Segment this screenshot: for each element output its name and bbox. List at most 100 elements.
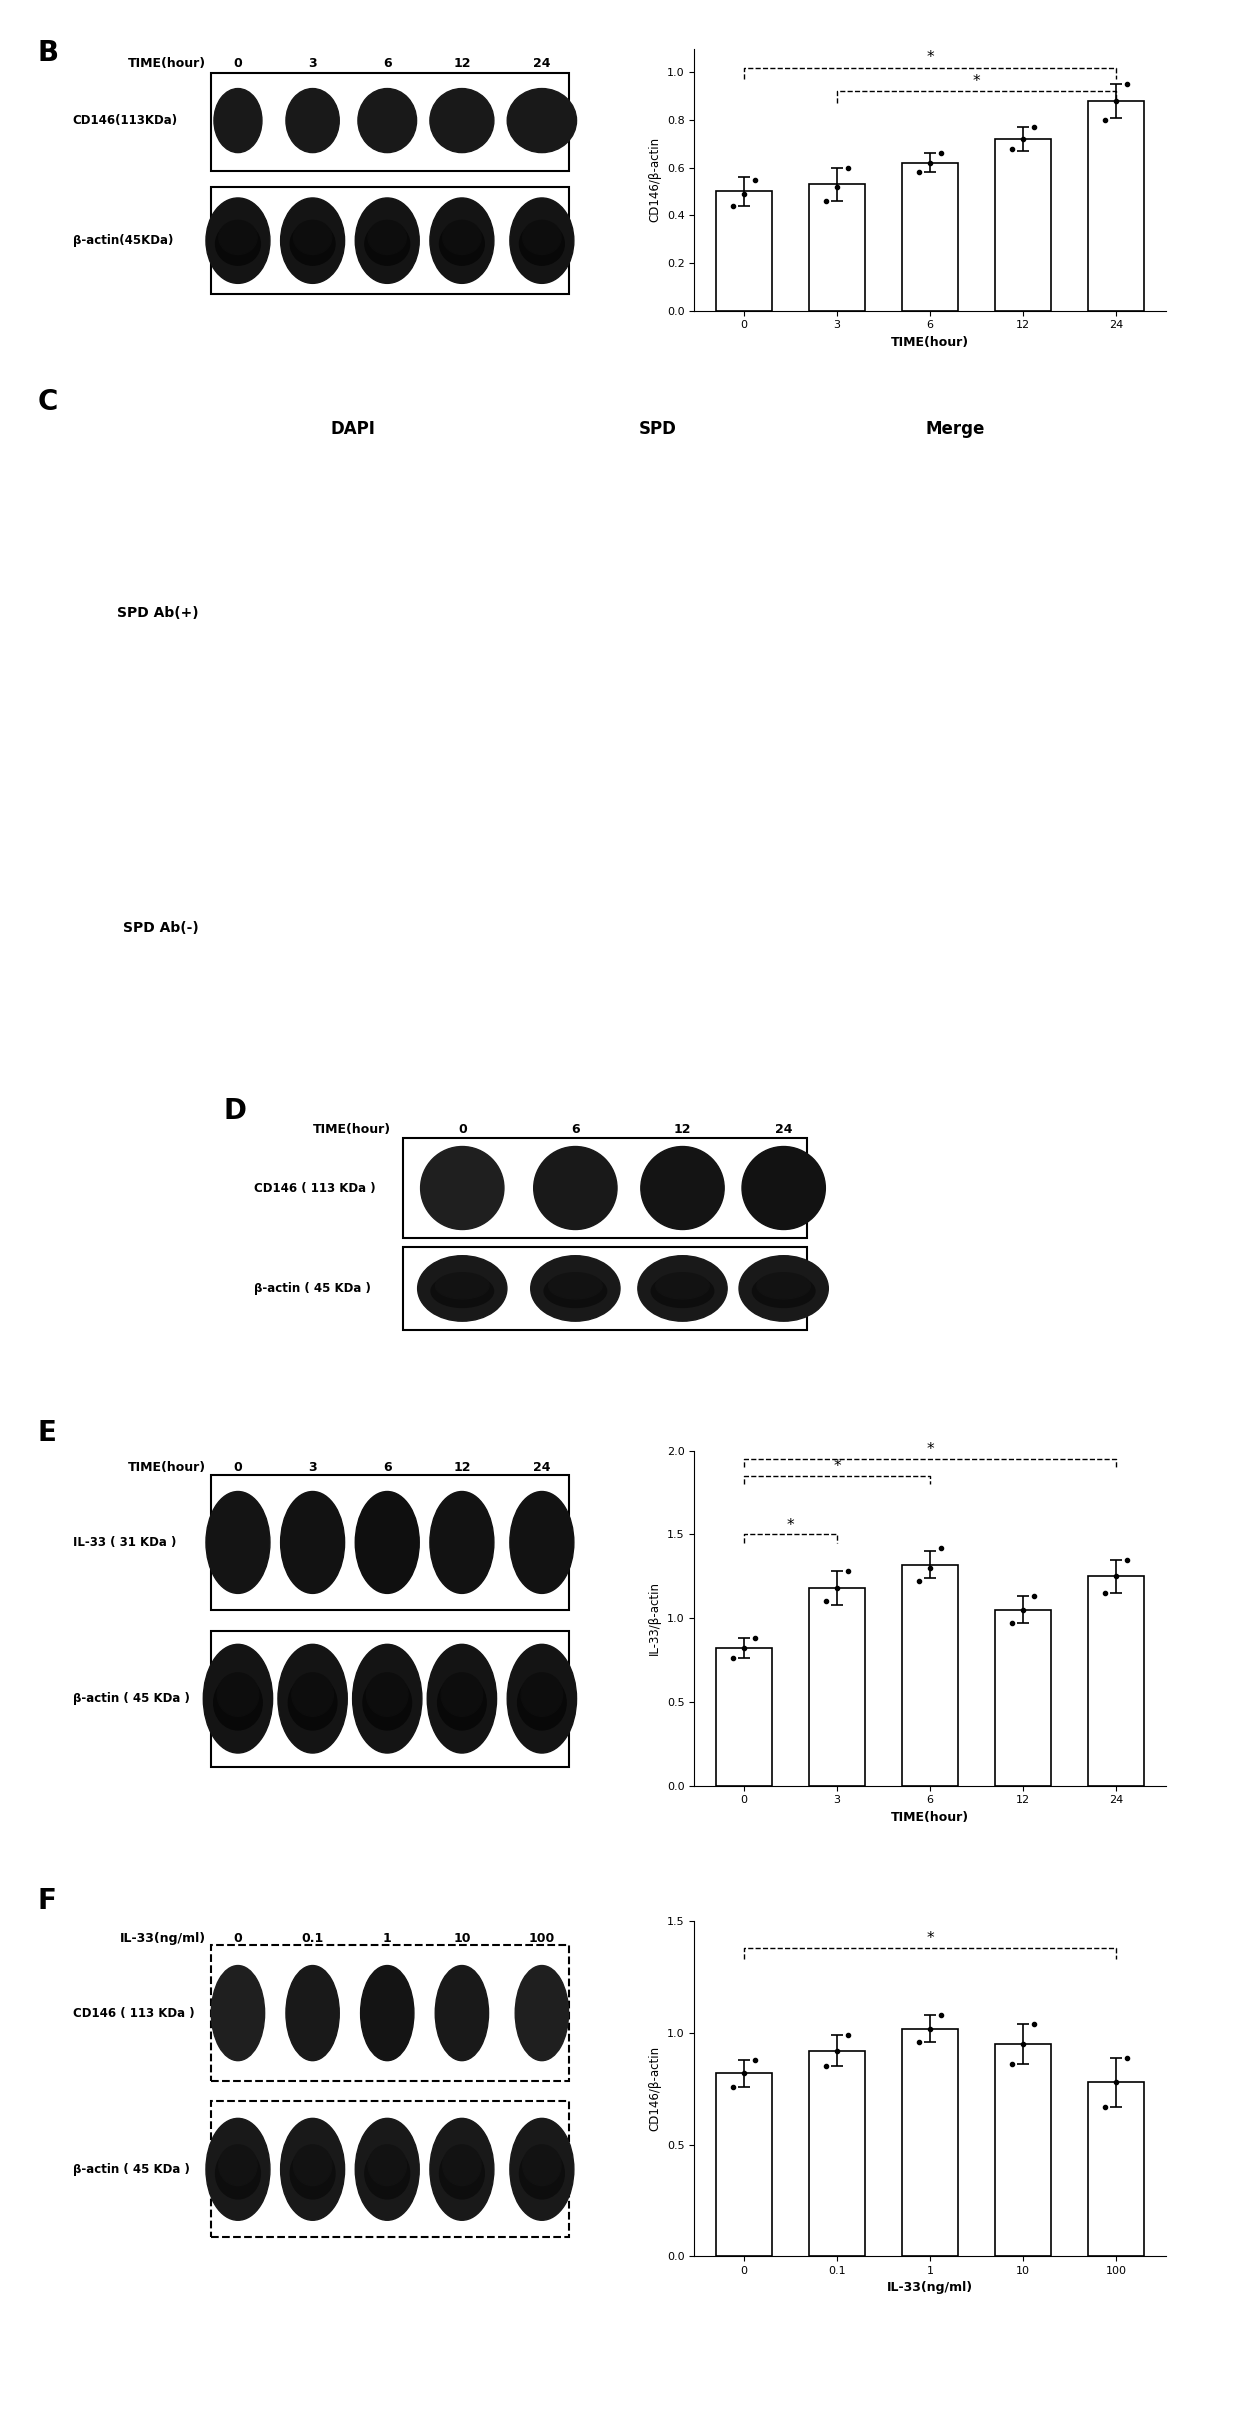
Text: 6: 6: [383, 56, 392, 70]
FancyBboxPatch shape: [211, 1630, 568, 1766]
Ellipse shape: [206, 2118, 270, 2220]
Ellipse shape: [355, 199, 419, 284]
Ellipse shape: [544, 1274, 606, 1308]
Ellipse shape: [280, 1492, 345, 1594]
Bar: [715, 2074, 771, 2256]
Text: 6: 6: [383, 1460, 392, 1475]
Ellipse shape: [435, 1965, 489, 2060]
Y-axis label: CD146/β-actin: CD146/β-actin: [649, 2045, 661, 2132]
Ellipse shape: [438, 1676, 486, 1730]
Text: 0.1: 0.1: [301, 1931, 324, 1946]
FancyBboxPatch shape: [211, 187, 568, 294]
Text: 0: 0: [233, 1460, 242, 1475]
Ellipse shape: [521, 1674, 563, 1715]
Ellipse shape: [651, 1274, 714, 1308]
Text: 0: 0: [233, 1931, 242, 1946]
Text: *: *: [786, 1519, 794, 1533]
Ellipse shape: [443, 2145, 481, 2186]
Bar: [715, 1647, 771, 1786]
Ellipse shape: [365, 2147, 409, 2198]
Ellipse shape: [363, 1676, 412, 1730]
Text: *: *: [833, 1458, 841, 1475]
Ellipse shape: [358, 87, 417, 153]
Ellipse shape: [435, 1274, 489, 1298]
Ellipse shape: [430, 199, 494, 284]
Text: *: *: [926, 1443, 934, 1458]
Bar: [1089, 102, 1145, 311]
Text: 24: 24: [533, 56, 551, 70]
Text: *: *: [972, 75, 981, 90]
Ellipse shape: [211, 1965, 264, 2060]
Text: 12: 12: [453, 56, 471, 70]
Ellipse shape: [206, 199, 270, 284]
FancyBboxPatch shape: [211, 1475, 568, 1611]
Text: IL-33 ( 31 KDa ): IL-33 ( 31 KDa ): [73, 1536, 176, 1548]
Text: IL-33(ng/ml): IL-33(ng/ml): [120, 1931, 206, 1946]
X-axis label: IL-33(ng/ml): IL-33(ng/ml): [887, 2280, 973, 2295]
Ellipse shape: [531, 1257, 620, 1322]
Text: F: F: [37, 1887, 56, 1917]
Ellipse shape: [368, 2145, 407, 2186]
Ellipse shape: [439, 2147, 485, 2198]
Bar: [901, 163, 959, 311]
Text: 24: 24: [775, 1123, 792, 1135]
X-axis label: TIME(hour): TIME(hour): [890, 335, 970, 349]
Y-axis label: CD146/β-actin: CD146/β-actin: [649, 136, 661, 223]
Bar: [996, 138, 1052, 311]
Text: β-actin ( 45 KDa ): β-actin ( 45 KDa ): [73, 1693, 190, 1705]
Text: β-actin ( 45 KDa ): β-actin ( 45 KDa ): [73, 2164, 190, 2176]
Ellipse shape: [523, 2145, 560, 2186]
Text: C: C: [37, 388, 57, 417]
Ellipse shape: [352, 1645, 422, 1754]
X-axis label: TIME(hour): TIME(hour): [890, 1810, 970, 1824]
Ellipse shape: [510, 199, 574, 284]
Text: *: *: [926, 51, 934, 66]
Ellipse shape: [216, 2147, 260, 2198]
Text: D: D: [223, 1097, 247, 1126]
Bar: [715, 192, 771, 311]
FancyBboxPatch shape: [211, 2101, 568, 2237]
Ellipse shape: [656, 1274, 709, 1298]
Ellipse shape: [294, 2145, 332, 2186]
Ellipse shape: [216, 223, 260, 264]
Ellipse shape: [217, 1674, 259, 1715]
Text: β-actin(45KDa): β-actin(45KDa): [73, 235, 174, 247]
Ellipse shape: [290, 223, 335, 264]
Text: *: *: [926, 1931, 934, 1946]
Ellipse shape: [355, 1492, 419, 1594]
Ellipse shape: [428, 1645, 496, 1754]
Ellipse shape: [520, 2147, 564, 2198]
Ellipse shape: [368, 221, 407, 255]
Bar: [901, 2028, 959, 2256]
Ellipse shape: [294, 221, 332, 255]
Bar: [808, 1589, 864, 1786]
Ellipse shape: [637, 1257, 727, 1322]
Text: SPD: SPD: [639, 420, 676, 437]
Text: 0: 0: [233, 56, 242, 70]
Ellipse shape: [286, 1965, 340, 2060]
Text: 6: 6: [572, 1123, 579, 1135]
Ellipse shape: [289, 1676, 337, 1730]
Ellipse shape: [739, 1257, 828, 1322]
Text: 3: 3: [309, 1460, 317, 1475]
Ellipse shape: [441, 1674, 482, 1715]
Ellipse shape: [365, 223, 409, 264]
Ellipse shape: [206, 1492, 270, 1594]
Bar: [901, 1565, 959, 1786]
Ellipse shape: [218, 2145, 257, 2186]
Bar: [996, 1611, 1052, 1786]
Bar: [996, 2045, 1052, 2256]
Ellipse shape: [753, 1274, 815, 1308]
Ellipse shape: [280, 2118, 345, 2220]
Ellipse shape: [515, 1965, 568, 2060]
Ellipse shape: [291, 1674, 334, 1715]
Text: TIME(hour): TIME(hour): [128, 56, 206, 70]
Ellipse shape: [361, 1965, 414, 2060]
Ellipse shape: [548, 1274, 603, 1298]
Text: 10: 10: [453, 1931, 471, 1946]
Ellipse shape: [286, 87, 340, 153]
Ellipse shape: [520, 223, 564, 264]
Bar: [808, 2050, 864, 2256]
Text: TIME(hour): TIME(hour): [128, 1460, 206, 1475]
Text: CD146 ( 113 KDa ): CD146 ( 113 KDa ): [254, 1181, 376, 1194]
